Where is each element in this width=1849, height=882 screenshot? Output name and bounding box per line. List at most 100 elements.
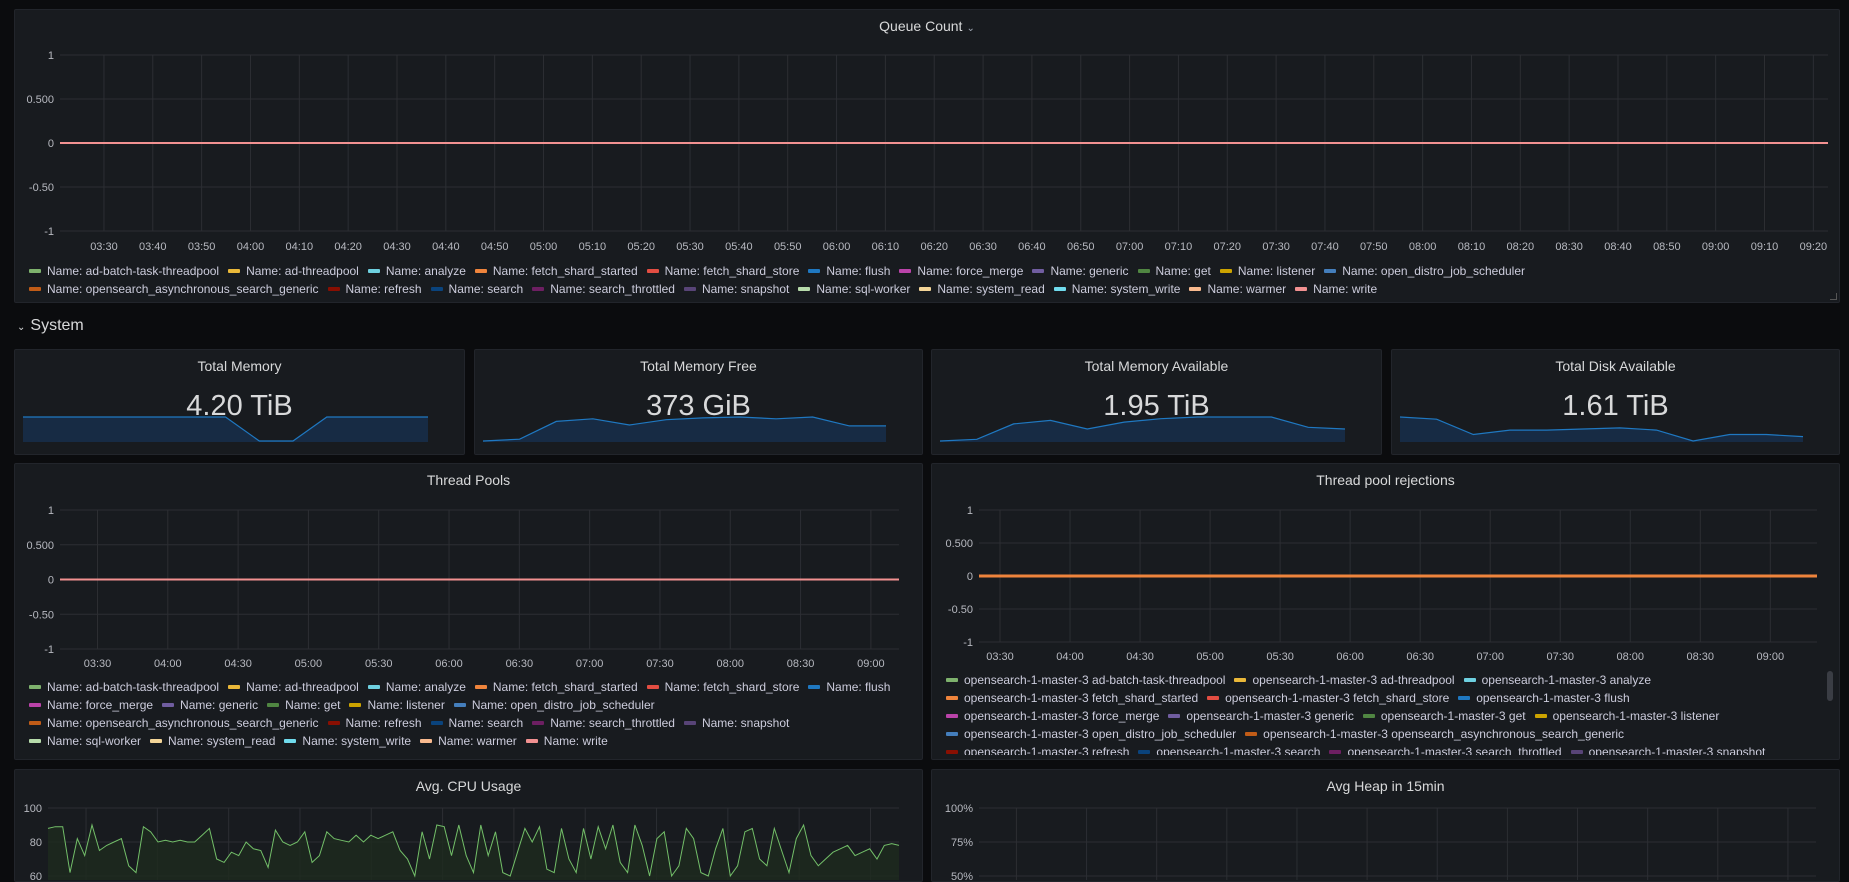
legend-item[interactable]: Name: refresh xyxy=(327,280,422,298)
legend-item[interactable]: Name: search_throttled xyxy=(532,280,675,298)
legend-item[interactable]: Name: snapshot xyxy=(683,714,789,732)
chevron-down-icon[interactable]: ⌄ xyxy=(966,23,975,34)
panel-title[interactable]: Total Disk Available xyxy=(1555,358,1676,374)
legend-item[interactable]: Name: flush xyxy=(808,678,890,696)
x-tick-label: 09:00 xyxy=(857,658,885,670)
y-tick-label: 75% xyxy=(951,837,973,849)
panel-title[interactable]: Queue Count ⌄ xyxy=(879,18,975,34)
x-tick-label: 06:40 xyxy=(1018,241,1046,253)
y-tick-label: -1 xyxy=(44,644,54,656)
legend-item[interactable]: Name: ad-threadpool xyxy=(228,262,359,280)
legend-label: Name: ad-batch-task-threadpool xyxy=(47,680,220,694)
legend-item[interactable]: opensearch-1-master-3 ad-batch-task-thre… xyxy=(946,671,1225,689)
legend-item[interactable]: opensearch-1-master-3 ad-threadpool xyxy=(1234,671,1455,689)
legend-item[interactable]: opensearch-1-master-3 fetch_shard_starte… xyxy=(946,689,1198,707)
legend-scrollbar[interactable] xyxy=(1827,671,1833,701)
legend-label: Name: get xyxy=(1155,264,1211,278)
legend-item[interactable]: Name: get xyxy=(267,696,340,714)
legend-swatch xyxy=(29,720,41,725)
legend-item[interactable]: Name: warmer xyxy=(1189,280,1286,298)
legend-item[interactable]: Name: search xyxy=(430,714,523,732)
legend-item[interactable]: opensearch-1-master-3 open_distro_job_sc… xyxy=(946,725,1236,743)
legend-item[interactable]: Name: force_merge xyxy=(29,696,153,714)
legend-label: opensearch-1-master-3 refresh xyxy=(964,745,1130,755)
legend-item[interactable]: Name: system_read xyxy=(919,280,1045,298)
legend-label: Name: ad-threadpool xyxy=(246,680,359,694)
legend-item[interactable]: opensearch-1-master-3 analyze xyxy=(1463,671,1651,689)
legend-item[interactable]: Name: ad-batch-task-threadpool xyxy=(29,262,219,280)
panel-title[interactable]: Total Memory Available xyxy=(1084,358,1229,374)
legend-item[interactable]: Name: fetch_shard_started xyxy=(474,262,638,280)
x-tick-label: 03:30 xyxy=(90,241,118,253)
legend-swatch xyxy=(1362,713,1375,718)
x-tick-label: 08:30 xyxy=(1687,651,1715,663)
thread-pools-panel: Thread Pools 03:30 04:00 04:30 05:00 05:30 06… xyxy=(14,463,923,760)
legend-item[interactable]: Name: system_read xyxy=(150,732,275,750)
x-tick-label: 09:00 xyxy=(1757,651,1785,663)
panel-title[interactable]: Total Memory xyxy=(197,358,282,374)
legend-item[interactable]: Name: flush xyxy=(808,262,890,280)
legend-item[interactable]: Name: get xyxy=(1137,262,1211,280)
x-tick-label: 05:10 xyxy=(579,241,607,253)
legend-item[interactable]: Name: write xyxy=(525,732,608,750)
panel-title[interactable]: Thread pool rejections xyxy=(1316,472,1455,488)
legend-label: opensearch-1-master-3 ad-batch-task-thre… xyxy=(964,673,1226,687)
legend-label: Name: open_distro_job_scheduler xyxy=(1342,264,1526,278)
legend-item[interactable]: Name: opensearch_asynchronous_search_gen… xyxy=(29,280,319,298)
legend-item[interactable]: Name: search_throttled xyxy=(532,714,675,732)
legend-item[interactable]: opensearch-1-master-3 force_merge xyxy=(946,707,1159,725)
legend-item[interactable]: Name: write xyxy=(1295,280,1377,298)
legend-item[interactable]: Name: generic xyxy=(1032,262,1129,280)
legend-item[interactable]: Name: listener xyxy=(1219,262,1315,280)
legend-item[interactable]: Name: ad-threadpool xyxy=(228,678,359,696)
legend-item[interactable]: Name: listener xyxy=(349,696,445,714)
legend-swatch xyxy=(1245,731,1258,736)
legend-item[interactable]: opensearch-1-master-3 refresh xyxy=(946,743,1129,755)
panel-title[interactable]: Avg. CPU Usage xyxy=(415,778,522,794)
legend-item[interactable]: opensearch-1-master-3 generic xyxy=(1168,707,1354,725)
x-tick-label: 08:40 xyxy=(1604,241,1632,253)
legend-item[interactable]: Name: generic xyxy=(162,696,258,714)
legend-label: Name: listener xyxy=(367,698,445,712)
legend-item[interactable]: opensearch-1-master-3 flush xyxy=(1458,689,1630,707)
legend-item[interactable]: Name: ad-batch-task-threadpool xyxy=(29,678,219,696)
legend-item[interactable]: Name: warmer xyxy=(420,732,517,750)
resize-handle[interactable] xyxy=(1830,293,1837,300)
legend-item[interactable]: opensearch-1-master-3 snapshot xyxy=(1570,743,1765,755)
legend-item[interactable]: opensearch-1-master-3 search_throttled xyxy=(1329,743,1562,755)
legend-item[interactable]: Name: fetch_shard_store xyxy=(646,262,799,280)
legend-item[interactable]: Name: snapshot xyxy=(683,280,790,298)
legend-item[interactable]: Name: system_write xyxy=(1053,280,1180,298)
legend-label: Name: snapshot xyxy=(701,282,790,296)
x-tick-label: 05:40 xyxy=(725,241,753,253)
legend-item[interactable]: opensearch-1-master-3 listener xyxy=(1534,707,1719,725)
legend-item[interactable]: opensearch-1-master-3 search xyxy=(1138,743,1320,755)
legend-item[interactable]: opensearch-1-master-3 get xyxy=(1362,707,1526,725)
legend-item[interactable]: opensearch-1-master-3 fetch_shard_store xyxy=(1207,689,1449,707)
panel-title[interactable]: Total Memory Free xyxy=(640,358,757,374)
legend-item[interactable]: Name: system_write xyxy=(284,732,411,750)
legend-swatch xyxy=(532,286,545,291)
legend-item[interactable]: Name: open_distro_job_scheduler xyxy=(453,696,655,714)
legend-item[interactable]: Name: open_distro_job_scheduler xyxy=(1324,262,1525,280)
legend-item[interactable]: Name: search xyxy=(430,280,523,298)
legend-item[interactable]: Name: opensearch_asynchronous_search_gen… xyxy=(29,714,319,732)
legend-item[interactable]: Name: force_merge xyxy=(899,262,1023,280)
legend-swatch xyxy=(327,286,340,291)
panel-title[interactable]: Avg Heap in 15min xyxy=(1326,778,1445,794)
legend-item[interactable]: Name: analyze xyxy=(367,262,466,280)
legend-item[interactable]: Name: fetch_shard_store xyxy=(646,678,799,696)
legend-item[interactable]: Name: refresh xyxy=(327,714,422,732)
y-tick-label: 100% xyxy=(945,803,973,815)
legend-item[interactable]: Name: analyze xyxy=(367,678,466,696)
legend-item[interactable]: Name: fetch_shard_started xyxy=(474,678,638,696)
legend-item[interactable]: opensearch-1-master-3 opensearch_asynchr… xyxy=(1245,725,1624,743)
sparkline xyxy=(23,416,428,442)
legend-swatch xyxy=(808,268,821,273)
legend-item[interactable]: Name: sql-worker xyxy=(798,280,910,298)
legend-swatch xyxy=(808,684,821,689)
panel-title[interactable]: Thread Pools xyxy=(426,472,511,488)
row-header-system[interactable]: ⌄ System xyxy=(17,317,84,334)
x-tick-label: 04:20 xyxy=(334,241,362,253)
legend-item[interactable]: Name: sql-worker xyxy=(29,732,141,750)
